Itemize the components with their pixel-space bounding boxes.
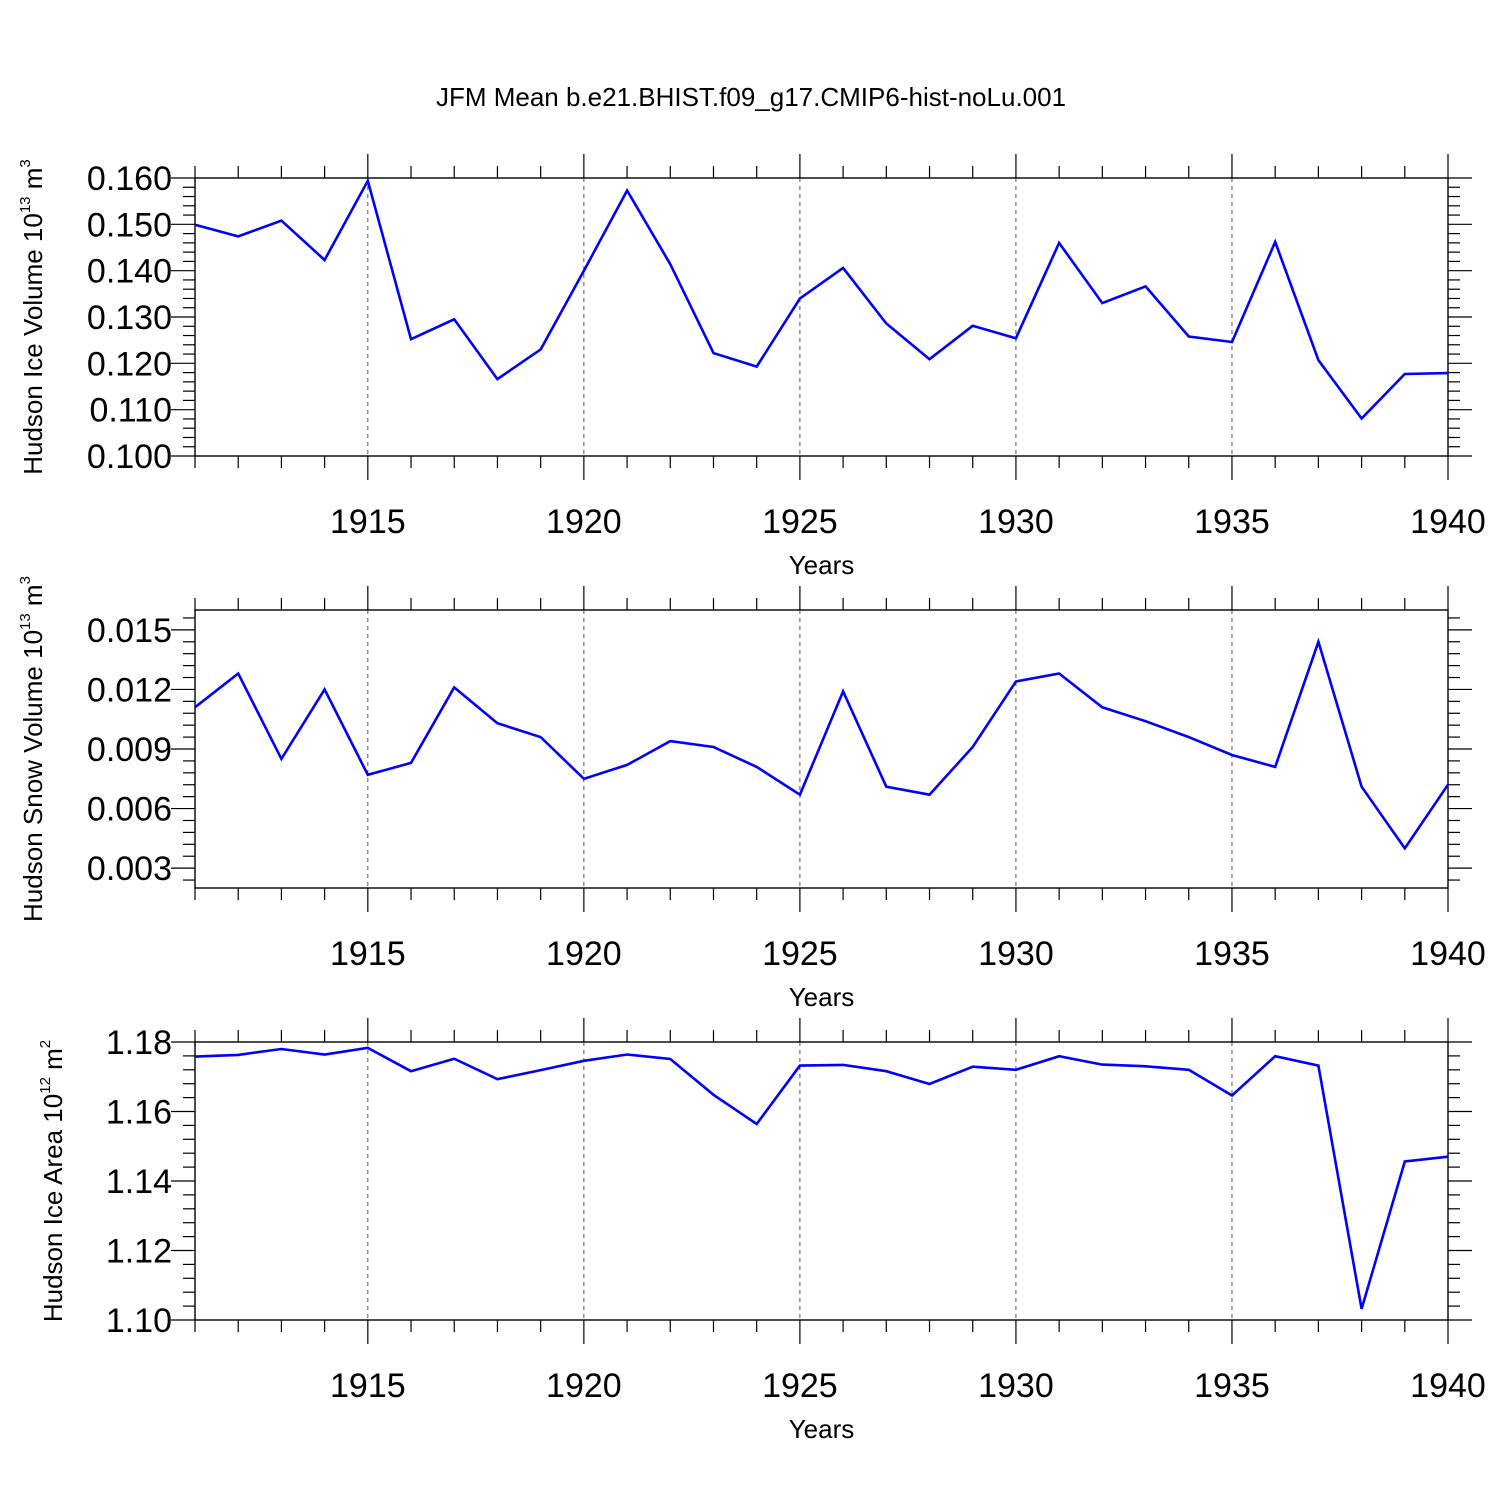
chart-panel-3: 1.10 1.12 1.14 1.16 1.18 1915 1920 1925 1930 1935… [37,1018,1486,1444]
y-axis-title-text: Hudson Ice Area 10 [38,1094,68,1322]
y-axis-title: Hudson Ice Area 1012 m2 [37,1040,68,1322]
x-tick-label: 1925 [762,503,838,541]
y-tick-label: 1.18 [106,1024,172,1062]
chart-panel-1: 0.100 0.110 0.120 0.130 0.140 0.150 0.160 1915 1… [17,154,1486,580]
series-line [194,637,1450,851]
y-tick-label: 0.100 [87,438,172,476]
y-axis-title-superscript: 3 [17,576,34,584]
chart-panel-2: 0.003 0.006 0.009 0.012 0.015 1915 1920 1925 193… [17,576,1486,1012]
y-tick-label: 0.003 [87,850,172,888]
x-axis-title: Years [789,550,855,580]
series-line [194,177,1449,421]
x-tick-label: 1925 [762,1367,838,1405]
y-axis-title-text: m [38,1048,68,1077]
y-tick-label: 1.14 [106,1163,172,1201]
y-tick-label: 0.140 [87,253,172,291]
x-tick-label: 1925 [762,935,838,973]
series-line [194,1046,1449,1310]
y-axis-title: Hudson Ice Volume 1013 m3 [17,159,48,475]
y-axis-title-text: Hudson Snow Volume 10 [18,630,48,922]
y-axis-title-superscript: 13 [17,613,34,630]
figure-title: JFM Mean b.e21.BHIST.f09_g17.CMIP6-hist-… [436,82,1066,112]
y-tick-label: 0.006 [87,791,172,829]
y-axis-title-superscript: 12 [37,1077,54,1094]
x-tick-label: 1930 [978,935,1054,973]
x-tick-label: 1930 [978,1367,1054,1405]
y-tick-label: 0.130 [87,299,172,337]
plot-frame [194,609,1449,889]
y-axis-title-text: m [18,168,48,197]
x-tick-label: 1920 [546,1367,622,1405]
x-tick-label: 1940 [1410,1367,1486,1405]
y-tick-label: 0.110 [89,392,172,430]
y-tick-label: 0.150 [87,206,172,244]
y-tick-label: 1.16 [106,1094,172,1132]
x-tick-label: 1940 [1410,503,1486,541]
x-tick-label: 1930 [978,503,1054,541]
y-tick-label: 1.12 [106,1233,172,1271]
y-axis-title-text: m [18,584,48,613]
x-axis-title: Years [789,1414,855,1444]
x-tick-label: 1915 [330,503,406,541]
x-tick-label: 1920 [546,503,622,541]
y-tick-label: 0.012 [87,671,172,709]
y-tick-label: 0.009 [87,731,172,769]
y-tick-label: 0.015 [87,612,172,650]
x-tick-label: 1935 [1194,1367,1270,1405]
y-tick-label: 1.10 [106,1302,172,1340]
x-tick-label: 1935 [1194,935,1270,973]
x-tick-label: 1940 [1410,935,1486,973]
y-axis-title-superscript: 3 [17,159,34,167]
y-tick-label: 0.120 [87,345,172,383]
x-axis-title: Years [789,982,855,1012]
x-tick-label: 1920 [546,935,622,973]
y-axis-title-superscript: 13 [17,196,34,213]
x-tick-label: 1915 [330,935,406,973]
y-axis-title: Hudson Snow Volume 1013 m3 [17,576,48,922]
y-tick-label: 0.160 [87,160,172,198]
plot-frame [194,177,1449,457]
y-axis-title-superscript: 2 [37,1040,54,1048]
x-tick-label: 1935 [1194,503,1270,541]
plot-frame [194,1041,1449,1321]
y-axis-title-text: Hudson Ice Volume 10 [18,213,48,475]
x-tick-label: 1915 [330,1367,406,1405]
